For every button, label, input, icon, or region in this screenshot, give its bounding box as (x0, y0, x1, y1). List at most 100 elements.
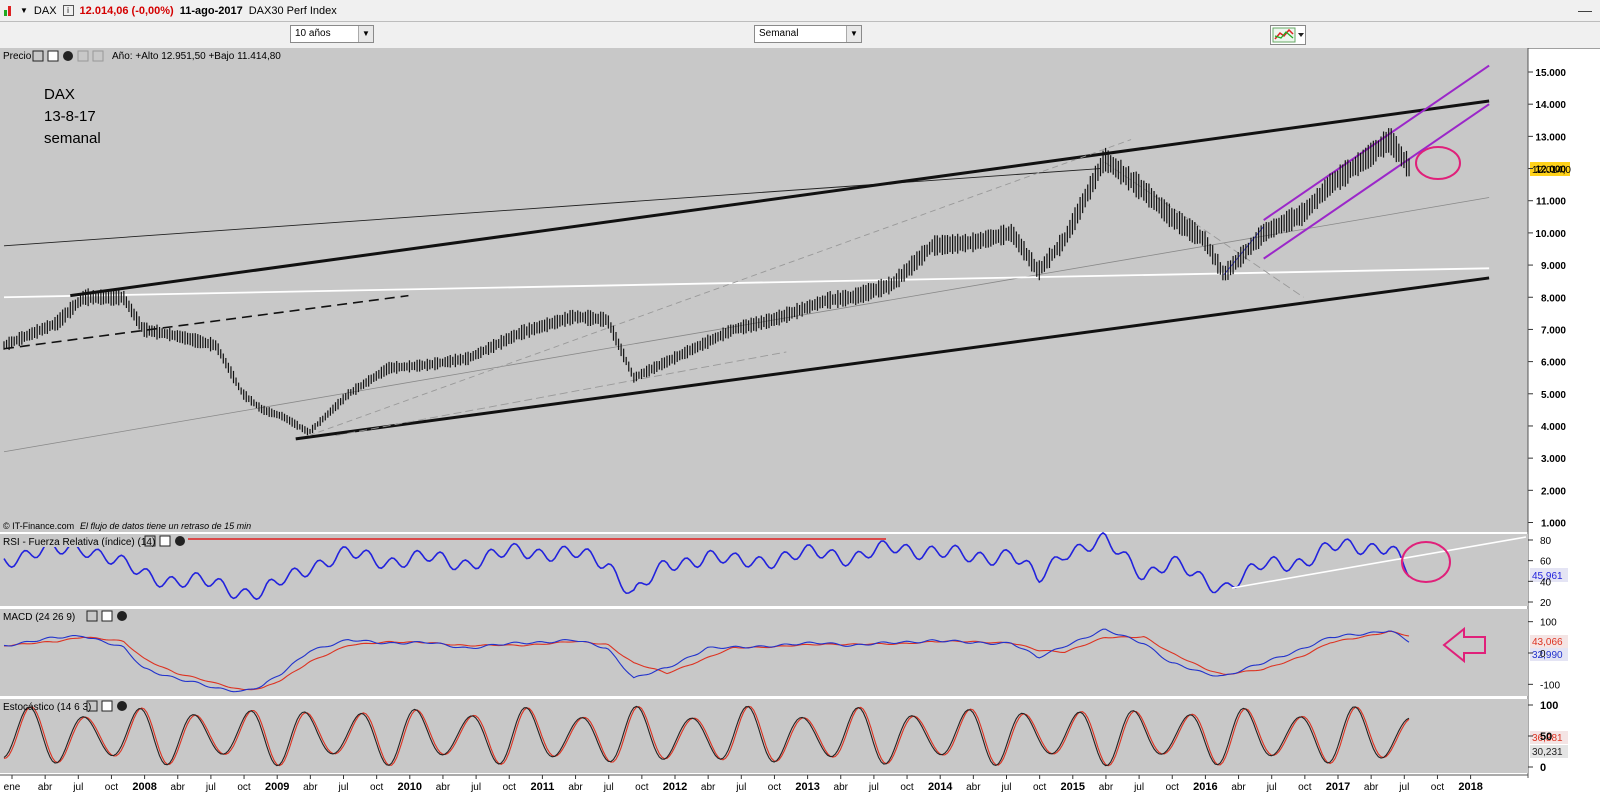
macd-tick-label: 100 (1540, 618, 1557, 629)
x-tick-label: jul (205, 782, 216, 793)
chevron-down-icon[interactable]: ▼ (358, 26, 373, 42)
annotation-line-1: DAX (44, 86, 75, 103)
price-tick-label: 4.000 (1541, 422, 1566, 433)
price-tick-label: 6.000 (1541, 358, 1566, 369)
window-icon[interactable] (101, 610, 113, 622)
interval-select[interactable]: Semanal ▼ (754, 25, 862, 43)
chevron-down-icon[interactable]: ▼ (846, 26, 861, 42)
rsi-line (3, 531, 1410, 601)
symbol-label: DAX (33, 4, 57, 17)
grey-dashed-trendline-3 (1104, 161, 1304, 298)
stochastic-d-badge (1530, 745, 1568, 758)
x-tick-label: abr (38, 782, 53, 793)
x-tick-label: 2015 (1061, 781, 1085, 793)
rsi-panel-label: RSI - Fuerza Relativa (índice) (14) (3, 537, 155, 548)
minimize-button[interactable]: — (1578, 2, 1592, 18)
x-tick-label: oct (237, 782, 251, 793)
year-range: Año: +Alto 12.951,50 +Bajo 11.414,80 (112, 51, 281, 62)
x-tick-label: 2009 (265, 781, 289, 793)
close-icon[interactable] (175, 536, 185, 546)
rsi-panel: RSI - Fuerza Relativa (índice) (14) 45,9… (0, 531, 1568, 609)
x-tick-label: jul (735, 782, 746, 793)
rsi-badge-text: 45,961 (1532, 571, 1563, 582)
title-bar: ▼ DAX i 12.014,06 (-0,00%) 11-ago-2017 D… (0, 0, 1600, 22)
rsi-panel-bg (0, 534, 1528, 606)
rsi-tick-label: 40 (1540, 577, 1552, 588)
maximize-icon[interactable] (92, 50, 104, 62)
signal-badge (1530, 648, 1568, 661)
macd-badge-text: 43,066 (1532, 637, 1563, 648)
window-icon[interactable] (47, 50, 59, 62)
time-axis: ene abr jul oct 2008 abr jul oct 2009 abr jul oct 20… (0, 774, 1528, 793)
price-tick-label: 14.000 (1535, 100, 1566, 111)
window-icon[interactable] (101, 700, 113, 712)
price-tick-label: 10.000 (1535, 229, 1566, 240)
price-tick-label: 5.000 (1541, 390, 1566, 401)
chart-tools-button[interactable] (1270, 25, 1306, 45)
wrench-icon[interactable] (86, 610, 98, 622)
close-icon[interactable] (63, 51, 73, 61)
stochastic-k-badge (1530, 731, 1568, 744)
macd-panel: MACD (24 26 9) 43,066 32,990 100 0 -100 (0, 609, 1568, 696)
price-tick-label: 11.000 (1536, 197, 1566, 208)
x-tick-label: abr (701, 782, 716, 793)
annotation-line-3: semanal (44, 130, 101, 147)
rsi-highlight-circle (1401, 541, 1451, 583)
close-icon[interactable] (117, 611, 127, 621)
period-select[interactable]: 10 años ▼ (290, 25, 374, 43)
grey-dashed-trendline (308, 139, 1132, 437)
wrench-icon[interactable] (144, 535, 156, 547)
grey-dashed-trendline-2 (335, 351, 787, 437)
price-tick-label: 3.000 (1541, 454, 1566, 465)
stochastic-tick-label: 0 (1540, 762, 1546, 774)
x-tick-label: abr (436, 782, 451, 793)
window-icon[interactable] (159, 535, 171, 547)
price-tick-label: 12.000 (1535, 165, 1566, 176)
purple-channel-lower (1263, 103, 1490, 260)
x-tick-label: 2010 (398, 781, 422, 793)
stochastic-panel-bg (0, 699, 1528, 773)
dashed-trendline (3, 294, 409, 350)
x-tick-label: 2008 (132, 781, 156, 793)
candlestick-icon[interactable] (4, 5, 14, 17)
x-tick-label: ene (4, 782, 21, 793)
rsi-badge (1530, 568, 1568, 582)
dropdown-arrow-icon[interactable]: ▼ (20, 6, 28, 15)
x-tick-label: 2012 (663, 781, 687, 793)
x-tick-label: abr (834, 782, 849, 793)
x-tick-label: abr (966, 782, 981, 793)
interval-select-value: Semanal (759, 28, 799, 39)
chart-tools-icon (1272, 27, 1304, 43)
price-tick-label: 7.000 (1541, 325, 1566, 336)
x-tick-label: jul (470, 782, 481, 793)
restore-icon[interactable] (77, 50, 89, 62)
chart-area: Precio Año: +Alto 12.951,50 +Bajo 11.414… (0, 48, 1571, 793)
price-tick-label: 2.000 (1541, 486, 1566, 497)
lower-channel-line (295, 276, 1490, 441)
x-tick-label: abr (1364, 782, 1379, 793)
stochastic-tick-label: 50 (1540, 731, 1552, 743)
macd-y-axis: 100 0 -100 (1528, 618, 1560, 691)
wrench-icon[interactable] (32, 50, 44, 62)
delay-note: El flujo de datos tiene un retraso de 15… (80, 521, 251, 531)
x-tick-label: oct (1033, 782, 1047, 793)
info-icon[interactable]: i (62, 5, 74, 16)
last-price: 12.014,06 (-0,00%) (79, 4, 174, 17)
x-tick-label: jul (868, 782, 879, 793)
stochastic-y-axis: 100 50 0 (1528, 700, 1558, 774)
price-tick-label: 1.000 (1541, 519, 1566, 530)
last-value-text: 12.014,0 (1532, 165, 1571, 176)
wrench-icon[interactable] (86, 700, 98, 712)
close-icon[interactable] (117, 701, 127, 711)
toolbar: 10 años ▼ Semanal ▼ (0, 22, 1600, 49)
price-tick-label: 13.000 (1535, 132, 1566, 143)
rsi-label-bg (0, 534, 188, 547)
macd-line (3, 628, 1410, 693)
rsi-tick-label: 80 (1540, 536, 1552, 547)
stochastic-panel-label: Estocástico (14 6 3) (3, 702, 91, 713)
x-tick-label: abr (303, 782, 318, 793)
x-tick-label: oct (1431, 782, 1445, 793)
x-tick-label: oct (1298, 782, 1312, 793)
stochastic-k-badge-text: 36,881 (1532, 733, 1563, 744)
rsi-tick-label: 60 (1540, 557, 1552, 568)
